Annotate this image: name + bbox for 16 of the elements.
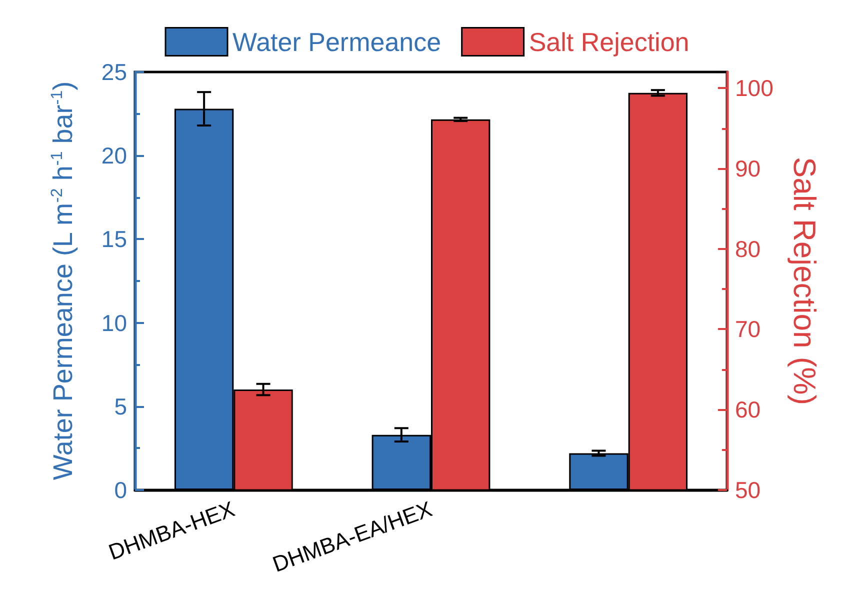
y-tick-label: 0 <box>114 477 127 503</box>
y2-tick-label: 50 <box>735 477 761 503</box>
legend-label: Water Permeance <box>232 26 442 57</box>
y2-tick-label: 70 <box>735 316 761 342</box>
y2-tick-label: 90 <box>735 155 761 182</box>
y2-tick-label: 60 <box>735 396 761 423</box>
y-tick-label: 20 <box>101 142 127 169</box>
y-axis-title: Water Permeance (L m-2 h-1 bar-1) <box>48 81 78 480</box>
y2-tick-label: 80 <box>735 236 761 262</box>
y2-tick-label: 100 <box>735 75 774 102</box>
y-tick-label: 25 <box>101 59 127 85</box>
y-tick-label: 5 <box>114 393 127 420</box>
y-tick-label: 10 <box>101 310 127 336</box>
y2-axis-title: Salt Rejection (%) <box>787 156 822 406</box>
legend-label: Salt Rejection <box>528 26 690 57</box>
y-tick-label: 15 <box>101 226 127 252</box>
